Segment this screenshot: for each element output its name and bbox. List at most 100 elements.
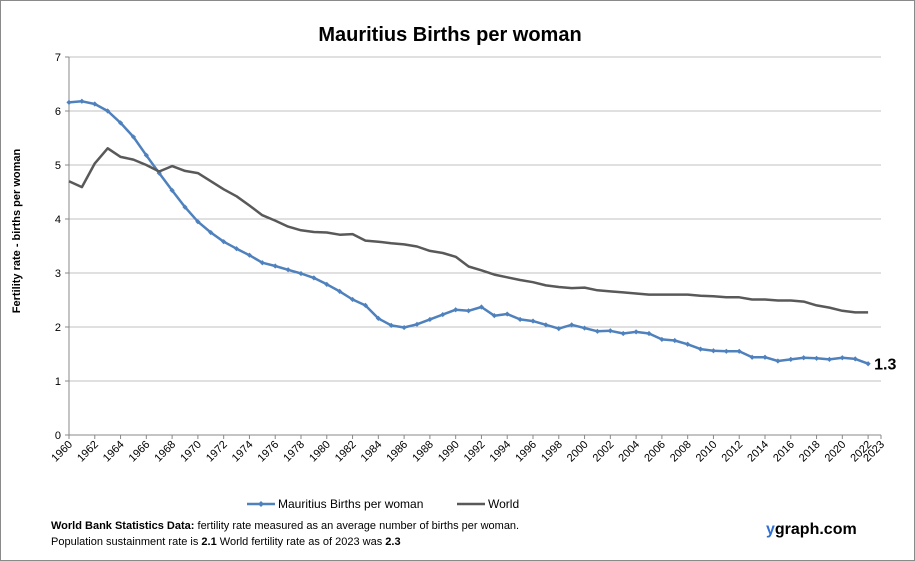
data-point-0-1970 <box>195 219 201 225</box>
data-point-0-1999 <box>569 322 575 328</box>
x-tick-label-1964: 1964 <box>101 439 127 465</box>
data-point-0-2016 <box>788 356 794 362</box>
x-tick-label-1966: 1966 <box>127 439 153 465</box>
data-point-0-1994 <box>504 311 510 317</box>
data-point-0-1983 <box>362 302 369 308</box>
data-point-0-1960 <box>66 99 72 105</box>
brand-rest: graph.com <box>774 521 857 538</box>
x-tick-label-1974: 1974 <box>230 439 256 465</box>
data-point-0-2001 <box>594 328 601 334</box>
y-tick-label-1: 1 <box>55 376 61 388</box>
data-point-0-1988 <box>427 316 433 323</box>
data-point-0-1965 <box>130 134 137 140</box>
x-axis-ticks: 1960 1962 1964 1966 1968 1970 1972 1974 1976 1978… <box>49 435 887 464</box>
data-point-0-1995 <box>517 316 523 323</box>
x-tick-label-1968: 1968 <box>152 439 178 465</box>
x-tick-label-2004: 2004 <box>616 439 642 465</box>
data-point-0-1996 <box>530 318 536 324</box>
x-tick-label-1962: 1962 <box>75 439 101 465</box>
legend-marker-0 <box>258 501 264 507</box>
data-point-0-2018 <box>813 355 820 361</box>
data-point-0-2011 <box>723 348 729 354</box>
data-point-0-1961 <box>79 98 85 104</box>
last-value-label: 1.3 <box>874 357 896 374</box>
data-point-0-1971 <box>208 229 214 236</box>
x-tick-label-1990: 1990 <box>436 439 462 465</box>
data-point-0-1998 <box>556 326 562 332</box>
data-point-0-2017 <box>801 355 807 361</box>
x-tick-label-1982: 1982 <box>333 439 359 465</box>
footer-line-1: World Bank Statistics Data: fertility ra… <box>51 518 519 534</box>
series-line-1 <box>68 147 869 314</box>
data-point-0-1979 <box>311 275 317 281</box>
legend: Mauritius Births per woman World <box>247 497 519 511</box>
x-tick-label-1988: 1988 <box>410 439 436 465</box>
footer-sustainment-text: Population sustainment rate is <box>51 536 202 548</box>
footer-note: World Bank Statistics Data: fertility ra… <box>51 518 519 550</box>
data-point-0-2019 <box>826 356 833 362</box>
line-chart: Mauritius Births per woman 0 1 2 3 4 5 6 7 1960… <box>11 24 896 511</box>
axes <box>68 57 881 436</box>
chart-title: Mauritius Births per woman <box>318 24 581 46</box>
x-tick-label-1986: 1986 <box>384 439 410 465</box>
series-line-0 <box>68 100 869 365</box>
y-axis-ticks: 0 1 2 3 4 5 6 7 <box>55 52 69 442</box>
y-tick-label-3: 3 <box>55 268 61 280</box>
x-tick-label-1972: 1972 <box>204 439 230 465</box>
x-tick-label-2018: 2018 <box>797 439 823 465</box>
x-tick-label-1976: 1976 <box>256 439 282 465</box>
brand-y: y <box>766 521 775 538</box>
x-tick-label-2020: 2020 <box>823 439 849 465</box>
data-point-0-1991 <box>465 308 472 314</box>
data-point-0-1982 <box>349 296 356 303</box>
x-tick-label-1970: 1970 <box>178 439 204 465</box>
footer-world-value: 2.3 <box>385 536 401 548</box>
data-point-0-2005 <box>646 330 652 337</box>
data-point-0-1973 <box>233 246 240 252</box>
data-point-0-1980 <box>324 281 330 287</box>
y-tick-label-5: 5 <box>55 160 61 172</box>
data-point-0-2004 <box>633 329 639 335</box>
x-tick-label-1996: 1996 <box>513 439 539 465</box>
series-layer <box>66 98 871 367</box>
data-point-0-2002 <box>607 328 613 334</box>
data-point-0-1976 <box>272 263 278 269</box>
x-tick-label-2006: 2006 <box>642 439 668 465</box>
data-point-0-1990 <box>453 307 459 313</box>
data-point-0-2003 <box>620 330 626 337</box>
x-tick-label-1984: 1984 <box>359 439 385 465</box>
data-point-0-2020 <box>839 355 845 361</box>
x-tick-label-1978: 1978 <box>281 439 307 465</box>
x-tick-label-1992: 1992 <box>462 439 488 465</box>
x-tick-label-1994: 1994 <box>488 439 514 465</box>
y-tick-label-2: 2 <box>55 322 61 334</box>
data-point-0-2012 <box>736 348 742 354</box>
data-point-0-2000 <box>581 325 588 331</box>
footer-line-2: Population sustainment rate is 2.1 World… <box>51 534 519 550</box>
data-point-0-1969 <box>182 204 188 210</box>
data-point-0-1968 <box>169 187 175 193</box>
x-tick-label-1998: 1998 <box>539 439 565 465</box>
data-point-0-2009 <box>697 346 704 352</box>
data-point-0-2008 <box>685 341 691 347</box>
x-tick-label-1980: 1980 <box>307 439 333 465</box>
y-axis-label: Fertility rate - births per woman <box>11 149 23 314</box>
data-point-0-1972 <box>221 239 227 245</box>
data-point-0-2013 <box>749 354 755 360</box>
x-tick-label-2010: 2010 <box>694 439 720 465</box>
x-tick-label-2016: 2016 <box>771 439 797 465</box>
data-point-0-1993 <box>491 313 497 319</box>
x-tick-label-2002: 2002 <box>591 439 617 465</box>
data-point-0-1978 <box>298 270 304 277</box>
legend-label-0: Mauritius Births per woman <box>278 497 423 511</box>
data-point-0-2022 <box>865 361 871 367</box>
data-point-0-1963 <box>105 108 111 114</box>
data-point-0-1975 <box>259 260 265 266</box>
data-point-0-1962 <box>92 101 98 107</box>
data-point-0-2006 <box>659 336 665 343</box>
legend-label-1: World <box>488 497 519 511</box>
x-tick-label-2014: 2014 <box>745 439 771 465</box>
data-point-0-1984 <box>375 315 381 321</box>
data-point-0-1985 <box>388 322 394 328</box>
